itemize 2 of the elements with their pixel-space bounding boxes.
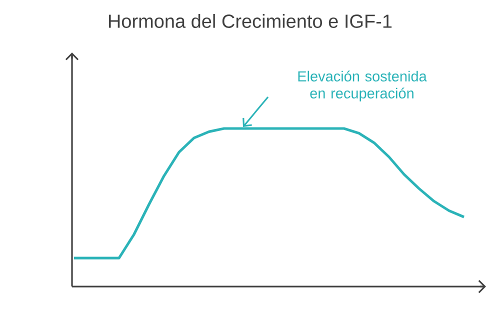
text: Elevación sostenida en recuperación xyxy=(298,70,427,102)
chart-title: Hormona del Crecimiento e IGF-1 xyxy=(109,14,392,28)
